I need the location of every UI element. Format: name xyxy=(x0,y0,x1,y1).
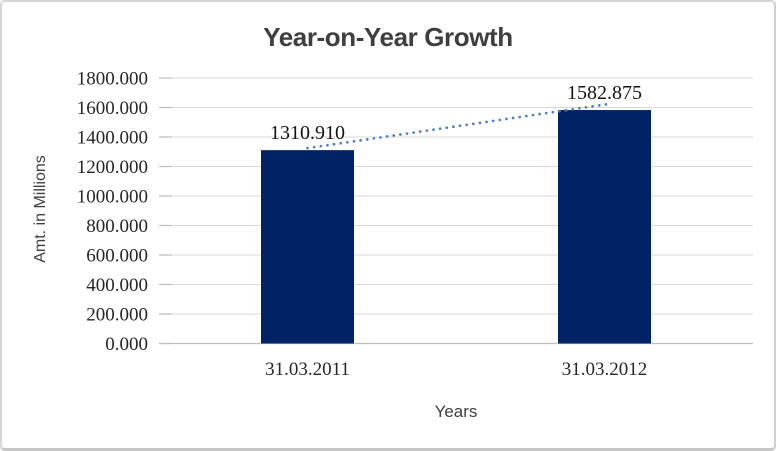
y-tick-label: 400.000 xyxy=(86,275,148,296)
y-tick-label: 1200.000 xyxy=(77,157,148,178)
y-tick-label: 1000.000 xyxy=(77,187,148,208)
y-tick-label: 0.000 xyxy=(105,334,148,355)
x-axis-title: Years xyxy=(434,402,478,421)
bar-data-label: 1310.910 xyxy=(270,122,345,144)
x-tick-label: 31.03.2011 xyxy=(265,359,350,380)
y-tick-label: 1600.000 xyxy=(77,98,148,119)
x-tick-label: 31.03.2012 xyxy=(562,359,648,380)
y-tick-label: 800.000 xyxy=(86,216,148,237)
y-tick-label: 1400.000 xyxy=(77,128,148,149)
chart-title: Year-on-Year Growth xyxy=(263,22,513,52)
trendline[interactable] xyxy=(306,102,610,150)
bar[interactable] xyxy=(558,110,651,344)
bar[interactable] xyxy=(261,150,354,344)
bar-data-label: 1582.875 xyxy=(567,82,642,104)
y-axis-title: Amt. in Millions xyxy=(32,155,49,263)
y-tick-label: 600.000 xyxy=(86,246,148,267)
y-tick-label: 1800.000 xyxy=(77,69,148,90)
y-tick-label: 200.000 xyxy=(86,305,148,326)
